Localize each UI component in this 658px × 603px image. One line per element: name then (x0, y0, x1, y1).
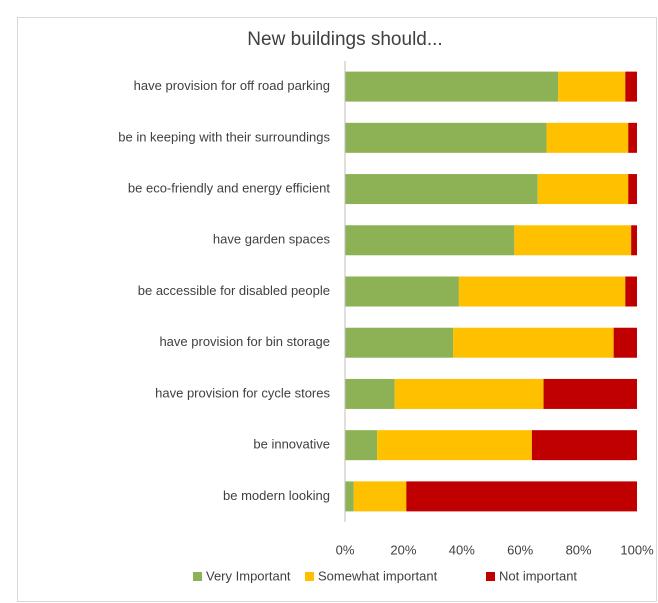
x-tick-label: 20% (390, 542, 416, 557)
bar-segment (345, 481, 354, 512)
bar-segment (613, 327, 637, 358)
x-tick-label: 60% (507, 542, 533, 557)
bar-segment (628, 122, 637, 153)
x-tick-label: 100% (620, 542, 654, 557)
bar-segment (345, 378, 395, 409)
legend-label: Very Important (206, 568, 291, 583)
legend-swatch (305, 572, 314, 581)
bar-segment (345, 71, 559, 102)
bar-segment (543, 378, 637, 409)
legend-label: Not important (499, 568, 577, 583)
bar-segment (345, 430, 378, 461)
y-tick-label: have provision for off road parking (134, 78, 330, 93)
y-tick-label: have garden spaces (213, 232, 331, 247)
bar-segment (514, 225, 632, 256)
y-tick-label: be innovative (253, 437, 330, 452)
y-tick-label: have provision for bin storage (159, 334, 330, 349)
bar-segment (546, 122, 629, 153)
bar-segment (353, 481, 407, 512)
legend-label: Somewhat important (318, 568, 438, 583)
y-tick-label: have provision for cycle stores (155, 385, 330, 400)
bar-segment (458, 276, 626, 307)
x-tick-label: 80% (566, 542, 592, 557)
bar-segment (558, 71, 626, 102)
x-tick-label: 40% (449, 542, 475, 557)
legend-swatch (193, 572, 202, 581)
y-tick-label: be in keeping with their surroundings (118, 129, 330, 144)
bar-segment (406, 481, 637, 512)
y-tick-label: be eco-friendly and energy efficient (128, 180, 330, 195)
bar-segment (345, 276, 459, 307)
bar-segment (625, 71, 637, 102)
bar-segment (345, 327, 454, 358)
chart-frame (17, 17, 657, 602)
y-tick-label: be modern looking (223, 488, 330, 503)
bar-segment (345, 122, 547, 153)
bar-segment (537, 174, 629, 205)
bar-segment (345, 225, 515, 256)
bar-segment (453, 327, 614, 358)
legend-swatch (486, 572, 495, 581)
bar-segment (625, 276, 637, 307)
chart-title: New buildings should... (247, 29, 442, 50)
bar-segment (377, 430, 532, 461)
bar-segment (631, 225, 637, 256)
x-tick-label: 0% (336, 542, 355, 557)
bar-segment (394, 378, 544, 409)
y-tick-label: be accessible for disabled people (138, 283, 330, 298)
bar-segment (628, 174, 637, 205)
bar-segment (531, 430, 637, 461)
bar-segment (345, 174, 538, 205)
